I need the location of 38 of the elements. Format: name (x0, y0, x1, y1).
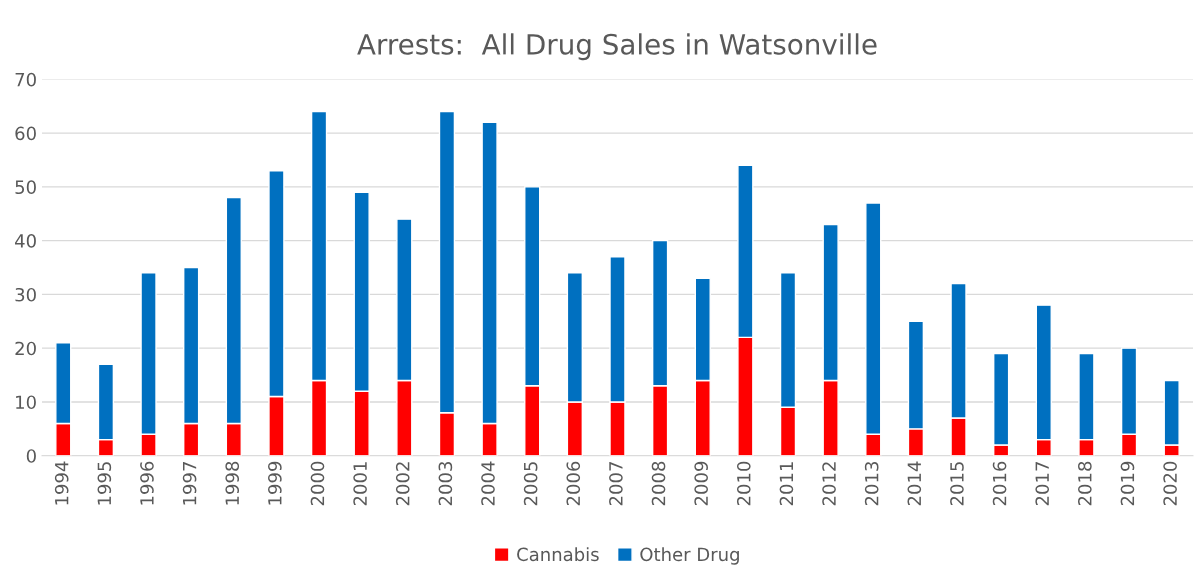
legend-label: Cannabis (517, 547, 599, 562)
x-tick-label: 2013 (864, 462, 879, 506)
y-tick-label: 70 (15, 72, 36, 87)
x-tick-label: 1999 (268, 461, 282, 505)
x-tick-label: 2005 (523, 462, 538, 506)
x-tick-label: 2020 (1163, 461, 1177, 506)
y-tick-label: 0 (26, 449, 36, 463)
x-tick-label: 2019 (1120, 461, 1135, 506)
y-tick-label: 20 (15, 341, 36, 356)
x-tick-label: 2008 (651, 461, 666, 506)
x-tick-label: 2015 (950, 462, 964, 506)
x-tick-label: 1994 (54, 461, 69, 505)
x-tick-label: 2004 (481, 461, 495, 506)
x-tick-label: 2017 (1035, 462, 1050, 506)
x-tick-label: 1995 (97, 462, 112, 505)
x-tick-label: 2018 (1078, 461, 1092, 506)
x-tick-label: 2000 (310, 461, 325, 506)
y-tick-label: 30 (15, 287, 36, 302)
x-tick-label: 2010 (736, 461, 751, 506)
x-tick-label: 2012 (822, 462, 836, 506)
x-tick-label: 1998 (225, 461, 240, 505)
x-tick-label: 2006 (566, 461, 581, 506)
y-tick-label: 60 (15, 126, 36, 141)
x-tick-label: 2009 (694, 461, 708, 506)
x-tick-label: 2011 (779, 462, 794, 506)
y-tick-label: 50 (15, 180, 36, 195)
x-tick-label: 2001 (353, 462, 367, 506)
x-tick-label: 2016 (992, 461, 1007, 506)
legend-label: Other Drug (640, 547, 739, 565)
x-tick-label: 1997 (182, 462, 197, 505)
x-tick-label: 2007 (609, 462, 623, 506)
chart-title: Arrests: All Drug Sales in Watsonville (357, 33, 877, 61)
x-tick-label: 2002 (395, 462, 410, 506)
x-tick-label: 2003 (438, 462, 453, 506)
y-tick-label: 10 (16, 395, 36, 410)
y-tick-label: 40 (15, 234, 36, 248)
x-tick-label: 1996 (140, 461, 154, 505)
x-tick-label: 2014 (907, 461, 922, 506)
